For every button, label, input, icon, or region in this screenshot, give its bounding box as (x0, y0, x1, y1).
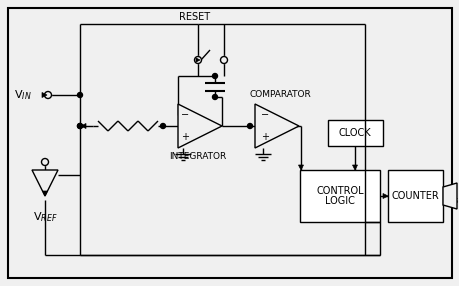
Text: V$_{IN}$: V$_{IN}$ (14, 88, 32, 102)
Circle shape (194, 57, 201, 63)
Text: LOGIC: LOGIC (325, 196, 354, 206)
Polygon shape (382, 194, 387, 198)
Bar (387, 170, 442, 222)
Circle shape (220, 57, 227, 63)
Text: N: N (447, 188, 453, 198)
Circle shape (77, 124, 82, 128)
Text: −: − (260, 110, 269, 120)
Bar (299, 170, 379, 222)
Text: BITS: BITS (442, 198, 458, 204)
Circle shape (45, 92, 51, 98)
Polygon shape (81, 124, 86, 128)
Text: CONTROL: CONTROL (315, 186, 363, 196)
Circle shape (77, 92, 82, 98)
Text: −: − (180, 110, 189, 120)
Circle shape (247, 124, 252, 128)
Polygon shape (42, 191, 47, 196)
Polygon shape (32, 170, 58, 196)
Circle shape (41, 158, 48, 166)
Polygon shape (196, 58, 200, 62)
Polygon shape (254, 104, 298, 148)
Text: +: + (180, 132, 189, 142)
Text: RESET: RESET (179, 12, 210, 22)
Text: +: + (260, 132, 269, 142)
Text: COMPARATOR: COMPARATOR (249, 90, 310, 99)
Text: INTEGRATOR: INTEGRATOR (169, 152, 226, 161)
Polygon shape (178, 104, 222, 148)
Polygon shape (442, 183, 456, 209)
Circle shape (212, 74, 217, 78)
Text: V$_{REF}$: V$_{REF}$ (33, 210, 57, 224)
Text: CLOCK: CLOCK (338, 128, 370, 138)
Polygon shape (298, 165, 303, 170)
Circle shape (212, 94, 217, 100)
Polygon shape (352, 165, 357, 170)
Polygon shape (42, 92, 47, 98)
Text: COUNTER: COUNTER (390, 191, 438, 201)
Circle shape (77, 124, 82, 128)
Bar (327, 120, 382, 146)
Circle shape (160, 124, 165, 128)
